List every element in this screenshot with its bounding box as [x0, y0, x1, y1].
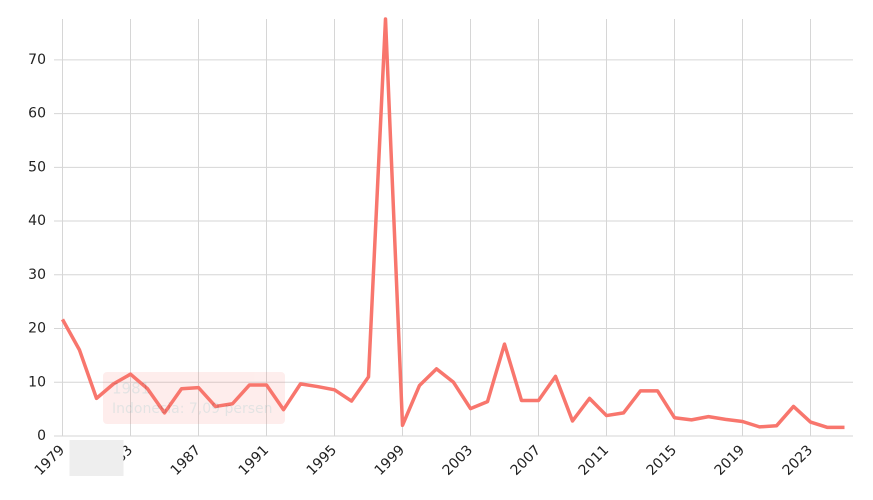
y-tick-label: 10: [28, 374, 46, 390]
y-tick-label: 60: [28, 106, 46, 122]
x-tick-label: 2015: [644, 442, 681, 479]
x-tick-label: 1991: [236, 442, 273, 479]
x-tick-label: 2003: [440, 442, 477, 479]
y-tick-label: 30: [28, 267, 46, 283]
tooltip-box: [103, 372, 285, 424]
x-tick-label: 1979: [32, 442, 69, 479]
tooltip-axis-box: [69, 440, 124, 476]
x-tick-label: 1987: [168, 442, 205, 479]
x-tick-label: 2011: [576, 442, 613, 479]
tooltip-text: Indonesia: 7,09 persen: [112, 401, 273, 417]
y-tick-label: 0: [37, 428, 46, 444]
x-tick-label: 2023: [780, 442, 817, 479]
y-tick-label: 70: [28, 52, 46, 68]
tooltip-title: 1981: [112, 380, 150, 398]
y-tick-label: 50: [28, 159, 46, 175]
x-tick-label: 2019: [712, 442, 749, 479]
y-tick-label: 40: [28, 213, 46, 229]
x-tick-label: 1999: [372, 442, 409, 479]
tooltip: 1981 Indonesia: 7,09 persen: [103, 372, 285, 424]
data-line: [60, 17, 845, 430]
x-tick-label: 2007: [508, 442, 545, 479]
y-tick-label: 20: [28, 321, 46, 337]
x-tick-label: 1995: [304, 442, 341, 479]
